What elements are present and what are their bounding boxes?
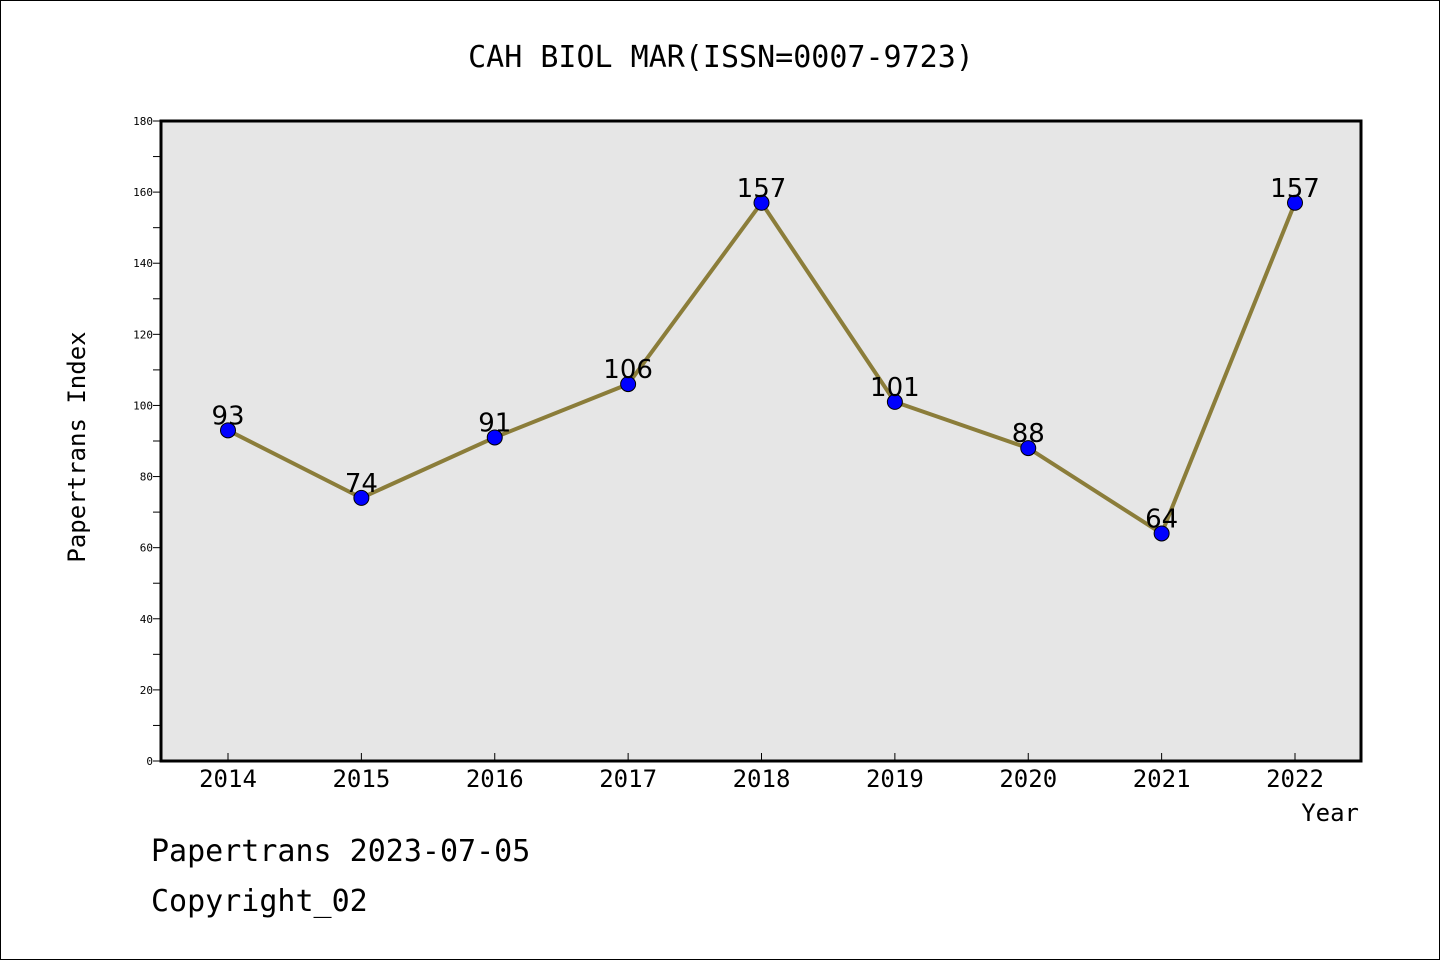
x-tick-label: 2016 <box>466 765 524 793</box>
data-markers <box>220 194 1303 542</box>
data-labels: 93 74 91 106 157 101 88 64 157 <box>211 174 1319 535</box>
x-axis-label: Year <box>1301 799 1359 827</box>
footer-date: Papertrans 2023-07-05 <box>151 834 531 869</box>
data-point <box>1153 525 1170 542</box>
x-tick-label: 2022 <box>1266 765 1324 793</box>
y-tick-label: 20 <box>140 684 153 697</box>
chart-title: CAH BIOL MAR(ISSN=0007-9723) <box>468 40 974 75</box>
x-tick-label: 2015 <box>332 765 390 793</box>
data-point <box>1287 194 1303 211</box>
data-label: 157 <box>737 174 787 204</box>
data-point <box>620 376 637 393</box>
data-label: 88 <box>1012 419 1045 449</box>
data-point <box>220 422 236 439</box>
plot-border <box>159 119 1363 763</box>
data-point <box>353 489 370 506</box>
y-tick-label: 120 <box>133 328 153 341</box>
y-axis-label: Papertrans Index <box>63 331 91 562</box>
y-tick-label: 0 <box>146 755 153 768</box>
data-label: 157 <box>1270 174 1320 204</box>
y-tick-label: 100 <box>133 399 153 412</box>
x-tick-label: 2018 <box>733 765 791 793</box>
data-label: 101 <box>870 373 920 403</box>
data-label: 106 <box>603 355 653 385</box>
x-tick-label: 2019 <box>866 765 924 793</box>
y-tick-label: 160 <box>133 186 153 199</box>
data-label: 64 <box>1145 504 1178 534</box>
data-point <box>1020 440 1037 457</box>
data-point <box>753 194 770 211</box>
y-tick-label: 180 <box>133 115 153 128</box>
y-tick-label: 140 <box>133 257 153 270</box>
plot-area <box>161 121 1361 761</box>
footer-copyright: Copyright_02 <box>151 884 368 919</box>
data-label: 74 <box>345 469 378 499</box>
y-tick-label: 80 <box>140 471 153 484</box>
y-axis-ticks: 0 20 40 60 80 100 120 140 160 180 <box>133 115 161 768</box>
data-point <box>486 429 503 446</box>
x-tick-label: 2020 <box>999 765 1057 793</box>
data-point <box>886 393 903 410</box>
x-tick-label: 2014 <box>199 765 257 793</box>
data-label: 91 <box>478 408 511 438</box>
y-tick-label: 40 <box>140 613 153 626</box>
x-tick-label: 2017 <box>599 765 657 793</box>
y-tick-label: 60 <box>140 542 153 555</box>
x-tick-label: 2021 <box>1133 765 1191 793</box>
data-label: 93 <box>211 401 244 431</box>
x-axis-ticks: 2014 2015 2016 2017 2018 2019 2020 2021 2022 <box>199 753 1324 793</box>
